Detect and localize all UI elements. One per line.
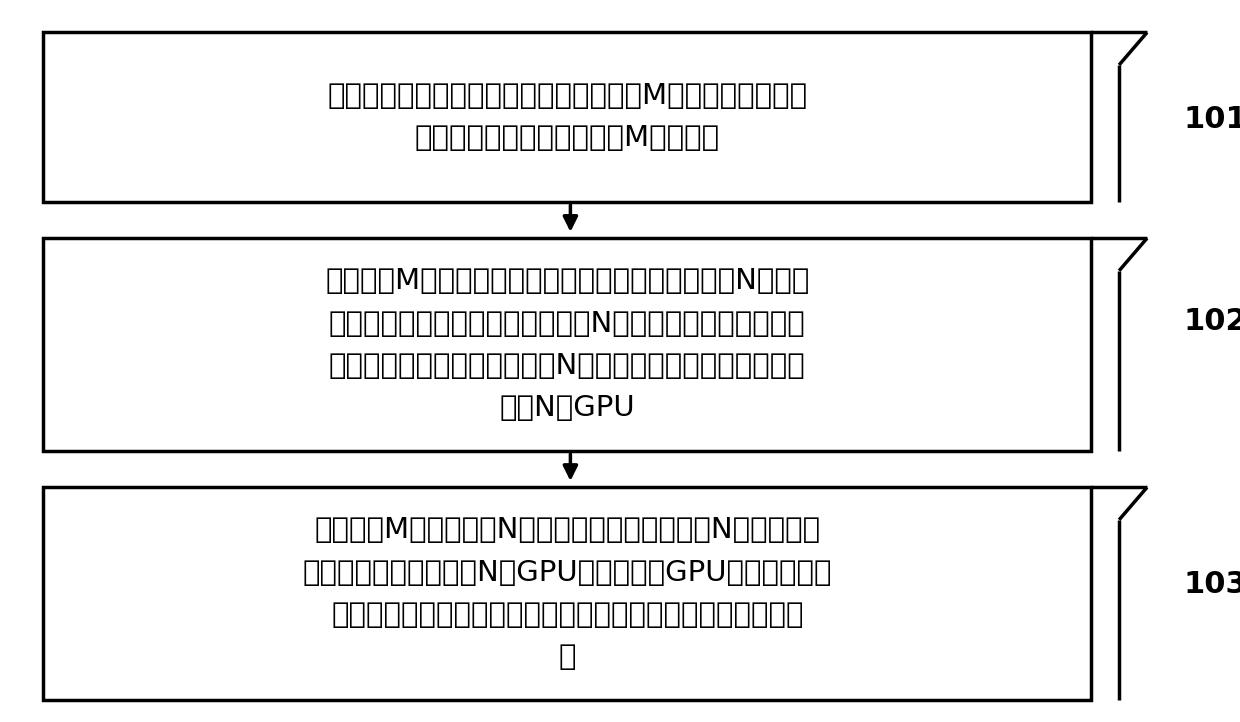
FancyBboxPatch shape [43, 32, 1091, 202]
Text: 101: 101 [1183, 105, 1240, 134]
Text: 控制所述M个节点内的N个子进程运行，通过所述N个子进程一
对一控制相应节点内的N个GPU，利用所述GPU遍历对应子进
程的子数据集中的数据，进行支撑点的并行枚举: 控制所述M个节点内的N个子进程运行，通过所述N个子进程一 对一控制相应节点内的N… [303, 516, 832, 671]
Text: 103: 103 [1183, 570, 1240, 599]
Text: 调用消息传递接口，将待计算数据分发到M个节点，每个节点
分配到一份数据集，其中，M为正整数: 调用消息传递接口，将待计算数据分发到M个节点，每个节点 分配到一份数据集，其中，… [327, 82, 807, 152]
FancyBboxPatch shape [43, 487, 1091, 700]
FancyBboxPatch shape [43, 238, 1091, 451]
Text: 控制所述M个节点调用分叉函数，在每个节点内创建N个子进
程，并将节点对应的数据集分配至N个子进程，使得每个子进
程分配到一份子数据集，所述N为正整数，其中，每个: 控制所述M个节点调用分叉函数，在每个节点内创建N个子进 程，并将节点对应的数据集… [325, 267, 810, 422]
Text: 102: 102 [1183, 307, 1240, 336]
